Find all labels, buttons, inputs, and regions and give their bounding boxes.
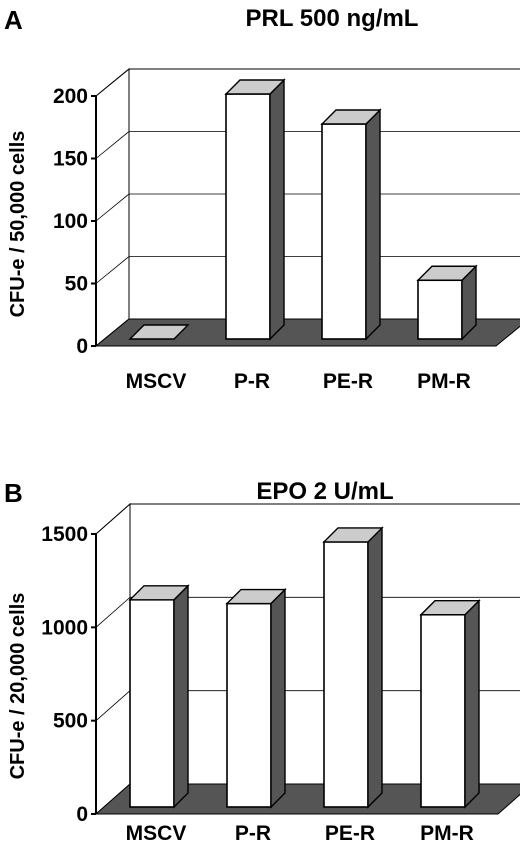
panel-letter-b: B	[4, 478, 23, 508]
bar-front	[323, 541, 369, 808]
bar-front	[129, 598, 175, 808]
gridline	[95, 131, 520, 159]
bar-side	[367, 526, 383, 809]
bar-side	[464, 599, 480, 809]
bar-top	[128, 324, 190, 340]
bar-side	[269, 78, 285, 341]
y-axis-label-b: CFU-e / 20,000 cells	[7, 593, 29, 780]
bar-pm-r	[416, 264, 478, 341]
bar-top	[225, 588, 287, 605]
y-tick-label: 1000	[41, 616, 88, 639]
y-axis-label-a: CFU-e / 50,000 cells	[7, 131, 29, 318]
floor	[94, 318, 520, 347]
bar-top	[128, 585, 190, 601]
bar-front	[225, 93, 271, 340]
bar-front	[420, 613, 466, 808]
y-tick-label: 100	[53, 210, 88, 233]
x-tick-label: P-R	[235, 822, 271, 845]
bar-mscv	[128, 324, 190, 340]
plot-area-a: 0 50 100 150 200 MSCV P-R PE-R PM-R	[53, 67, 520, 393]
bar-side	[365, 108, 381, 341]
bar-front	[321, 123, 367, 340]
x-tick-label: PM-R	[420, 822, 474, 845]
bar-top	[320, 109, 382, 125]
x-tick-label: PE-R	[325, 822, 375, 845]
bar-pe-r	[322, 526, 384, 809]
y-tick-label: 500	[53, 710, 88, 733]
bar-pm-r	[419, 599, 481, 809]
x-tick-label: P-R	[234, 370, 270, 393]
y-tick-label: 150	[53, 148, 88, 171]
x-tick-label: PE-R	[323, 370, 373, 393]
panel-letter-a: A	[4, 5, 23, 35]
side-wall	[95, 502, 131, 816]
bar-front	[226, 602, 272, 808]
y-tick-label: 50	[65, 273, 88, 296]
x-tick-label: MSCV	[126, 822, 187, 845]
bar-top	[224, 79, 286, 95]
bar-top	[322, 527, 384, 543]
gridline	[95, 256, 520, 284]
gridline	[95, 503, 520, 535]
x-tick-label: MSCV	[126, 370, 187, 393]
y-tick-label: 1500	[41, 523, 88, 546]
y-tick-label: 0	[76, 803, 88, 826]
x-tick-label: PM-R	[417, 370, 471, 393]
bar-p-r	[225, 587, 287, 809]
y-tick-label: 0	[76, 335, 88, 358]
gridline	[95, 193, 520, 222]
gridline	[95, 68, 520, 97]
gridline	[95, 596, 520, 628]
bar-p-r	[224, 78, 286, 341]
bar-top	[416, 265, 478, 281]
chart-title-a: PRL 500 ng/mL	[246, 5, 419, 32]
bar-pe-r	[320, 108, 382, 341]
chart-title-b: EPO 2 U/mL	[256, 478, 393, 505]
plot-area-b: 0 500 1000 1500 MSCV P-R PE-R PM-R	[41, 502, 520, 845]
floor	[94, 783, 520, 815]
y-tick-label: 200	[53, 85, 88, 108]
bar-top	[419, 600, 481, 616]
bar-side	[173, 584, 189, 809]
chart-panel-a: A PRL 500 ng/mL CFU-e / 50,000 cells 0 50…	[4, 5, 520, 393]
bar-side	[270, 587, 286, 809]
chart-panel-b: B EPO 2 U/mL CFU-e / 20,000 cells 0 500 10…	[4, 478, 520, 845]
bar-mscv	[128, 584, 190, 809]
bar-front	[417, 279, 463, 340]
